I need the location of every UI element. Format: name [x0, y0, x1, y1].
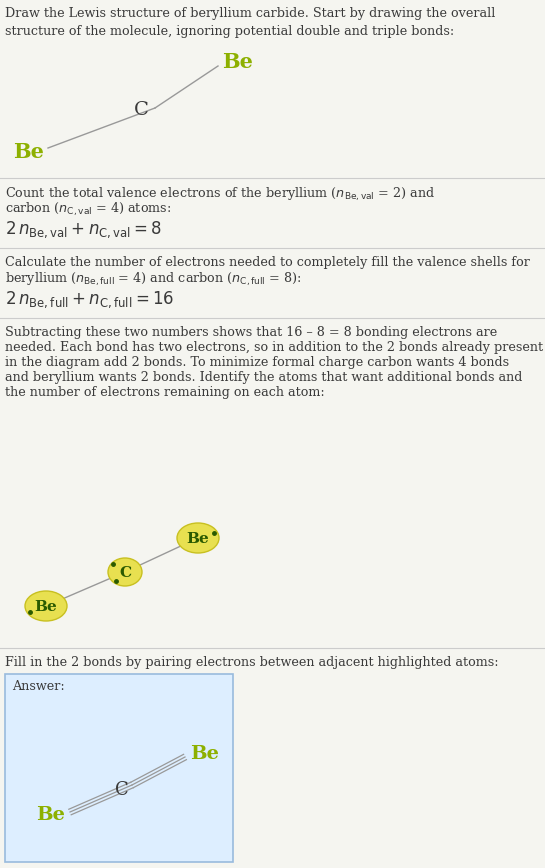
- Text: Subtracting these two numbers shows that 16 – 8 = 8 bonding electrons are: Subtracting these two numbers shows that…: [5, 326, 497, 339]
- Text: $2\,n_\mathrm{Be,full} + n_\mathrm{C,full} = 16$: $2\,n_\mathrm{Be,full} + n_\mathrm{C,ful…: [5, 289, 174, 310]
- Text: in the diagram add 2 bonds. To minimize formal charge carbon wants 4 bonds: in the diagram add 2 bonds. To minimize …: [5, 356, 509, 369]
- Text: Be: Be: [35, 600, 57, 614]
- Text: Be: Be: [190, 745, 219, 763]
- Text: the number of electrons remaining on each atom:: the number of electrons remaining on eac…: [5, 386, 325, 399]
- Text: C: C: [134, 101, 149, 119]
- Text: Fill in the 2 bonds by pairing electrons between adjacent highlighted atoms:: Fill in the 2 bonds by pairing electrons…: [5, 656, 499, 669]
- Text: Answer:: Answer:: [12, 680, 65, 693]
- Text: Be: Be: [36, 806, 65, 824]
- Text: C: C: [115, 781, 129, 799]
- Text: Be: Be: [186, 532, 209, 546]
- FancyBboxPatch shape: [5, 674, 233, 862]
- Text: carbon ($n_\mathrm{C,val}$ = 4) atoms:: carbon ($n_\mathrm{C,val}$ = 4) atoms:: [5, 201, 171, 218]
- Text: Calculate the number of electrons needed to completely fill the valence shells f: Calculate the number of electrons needed…: [5, 256, 530, 269]
- Text: $2\,n_\mathrm{Be,val} + n_\mathrm{C,val} = 8$: $2\,n_\mathrm{Be,val} + n_\mathrm{C,val}…: [5, 219, 162, 240]
- Text: and beryllium wants 2 bonds. Identify the atoms that want additional bonds and: and beryllium wants 2 bonds. Identify th…: [5, 371, 522, 384]
- Text: beryllium ($n_\mathrm{Be,full}$ = 4) and carbon ($n_\mathrm{C,full}$ = 8):: beryllium ($n_\mathrm{Be,full}$ = 4) and…: [5, 271, 302, 288]
- Text: Be: Be: [13, 142, 44, 162]
- Text: Draw the Lewis structure of beryllium carbide. Start by drawing the overall
stru: Draw the Lewis structure of beryllium ca…: [5, 7, 495, 38]
- Text: needed. Each bond has two electrons, so in addition to the 2 bonds already prese: needed. Each bond has two electrons, so …: [5, 341, 543, 354]
- Ellipse shape: [25, 591, 67, 621]
- Text: Count the total valence electrons of the beryllium ($n_\mathrm{Be,val}$ = 2) and: Count the total valence electrons of the…: [5, 186, 435, 203]
- Ellipse shape: [177, 523, 219, 553]
- Ellipse shape: [108, 558, 142, 586]
- Text: Be: Be: [222, 52, 253, 72]
- Text: C: C: [119, 566, 131, 580]
